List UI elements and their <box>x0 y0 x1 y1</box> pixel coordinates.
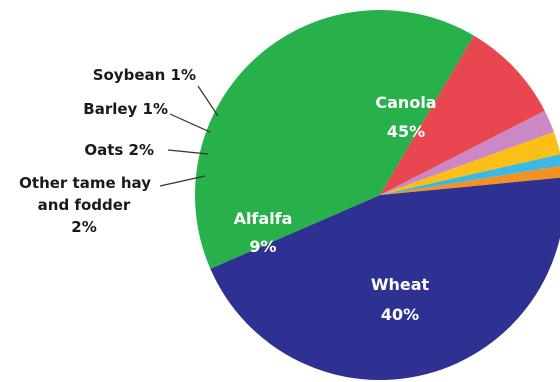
external-label-oats: Oats 2% <box>84 141 154 159</box>
pie-slice-canola <box>210 177 560 380</box>
leader-line-barley <box>169 113 211 133</box>
slice-label-alfalfa-name: Alfalfa <box>234 209 293 228</box>
leader-line-soybean <box>197 85 219 117</box>
pie-slice-other-tame-hay-and-fodder <box>380 110 554 195</box>
slice-label-canola-name: Canola <box>375 93 436 112</box>
slice-label-alfalfa-value: 9% <box>249 237 276 256</box>
slice-label-wheat-name: Wheat <box>371 275 430 294</box>
external-label-other-line1: Other tame hay <box>19 174 151 192</box>
pie-slice-oats <box>380 132 560 195</box>
pie-slice-barley <box>380 154 560 195</box>
external-label-other-line3: 2% <box>71 218 96 236</box>
external-label-soybean: Soybean 1% <box>93 66 196 84</box>
leader-line-oats <box>167 149 209 155</box>
pie-slice-soybean <box>380 166 560 195</box>
pie-slice-wheat <box>194 10 474 269</box>
external-label-other-line2: and fodder <box>38 196 131 214</box>
leader-line-other <box>159 175 206 187</box>
pie-slice-alfalfa <box>380 35 545 195</box>
slice-label-wheat-value: 40% <box>381 305 419 324</box>
pie-slices <box>194 10 560 380</box>
slice-label-canola-value: 45% <box>387 122 425 141</box>
external-label-barley: Barley 1% <box>83 100 168 118</box>
